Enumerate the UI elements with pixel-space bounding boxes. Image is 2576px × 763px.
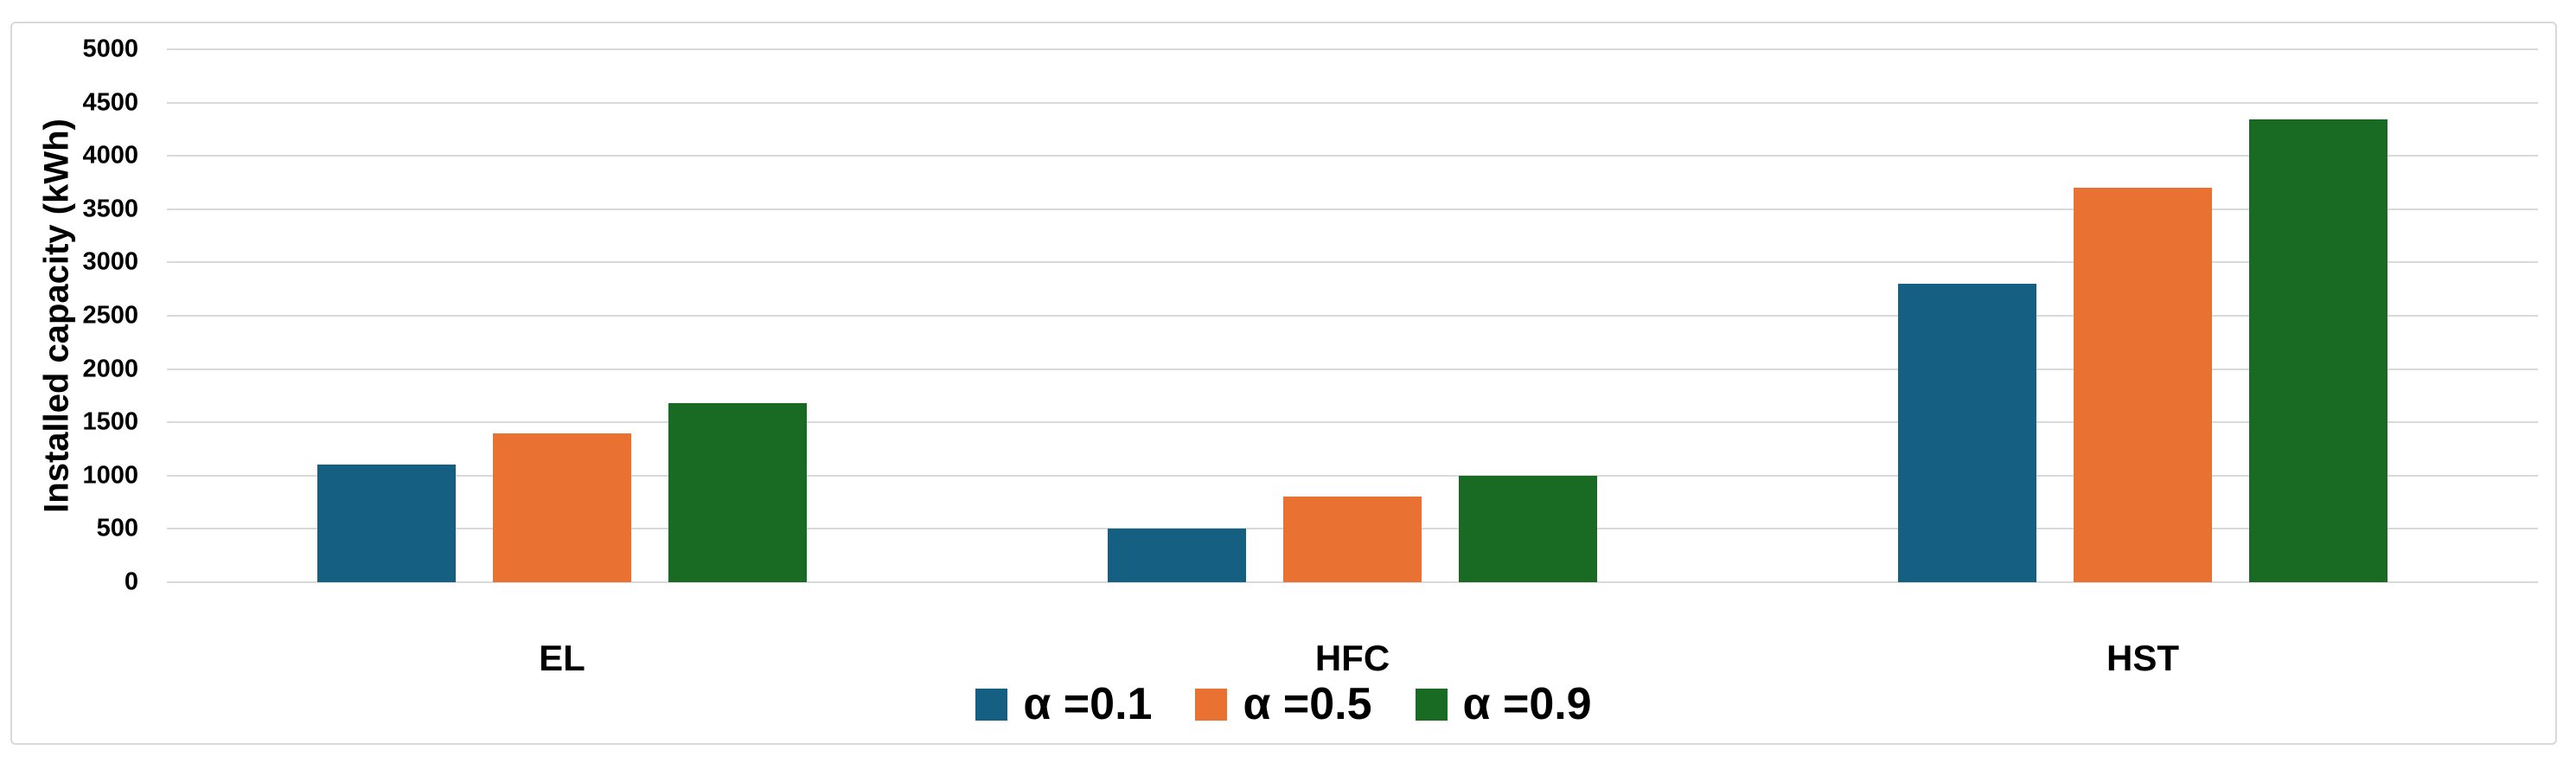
bar-hfc-α=0.9	[1459, 475, 1597, 582]
y-tick-label: 2500	[82, 301, 138, 330]
legend-swatch	[1415, 688, 1448, 721]
y-tick-label: 4500	[82, 88, 138, 117]
bar-hfc-α=0.5	[1283, 497, 1422, 582]
gridline	[167, 48, 2538, 50]
y-tick-label: 3500	[82, 195, 138, 223]
x-axis-category-labels: EL HFC HST	[167, 640, 2538, 683]
legend-label: α =0.9	[1462, 679, 1592, 729]
bar-hfc-α=0.1	[1108, 529, 1246, 582]
y-tick-label: 4000	[82, 141, 138, 170]
y-tick-label: 1500	[82, 407, 138, 436]
bar-el-α=0.5	[493, 433, 631, 582]
gridline	[167, 101, 2538, 104]
bar-el-α=0.9	[668, 403, 807, 582]
legend-item: α =0.9	[1415, 679, 1592, 729]
category-label-hst: HST	[2106, 638, 2179, 678]
category-label-el: EL	[539, 638, 585, 678]
gridline	[167, 474, 2538, 477]
chart-frame: Installed capacity (kWh) 0 500 1000 1500 200…	[10, 22, 2557, 745]
y-tick-label: 2000	[82, 355, 138, 383]
plot-area	[167, 48, 2538, 583]
gridline	[167, 155, 2538, 157]
bar-el-α=0.1	[317, 465, 456, 582]
legend-swatch	[1195, 688, 1228, 721]
legend-label: α =0.5	[1243, 679, 1372, 729]
gridline	[167, 208, 2538, 210]
gridline	[167, 581, 2538, 583]
gridline	[167, 368, 2538, 370]
y-tick-label: 0	[124, 567, 138, 596]
legend-label: α =0.1	[1023, 679, 1153, 729]
y-axis-tick-labels: 0 500 1000 1500 2000 2500 3000 3500 4000 4500 5000	[12, 35, 138, 596]
gridline	[167, 261, 2538, 264]
y-tick-label: 500	[96, 514, 138, 542]
y-tick-label: 5000	[82, 35, 138, 63]
legend-item: α =0.1	[975, 682, 1152, 727]
legend: α =0.1 α =0.5 α =0.9	[12, 677, 2555, 731]
category-label-hfc: HFC	[1314, 638, 1390, 678]
y-tick-label: 3000	[82, 247, 138, 276]
legend-swatch	[975, 688, 1008, 721]
bar-hst-α=0.5	[2074, 188, 2212, 582]
y-tick-label: 1000	[82, 461, 138, 490]
bar-hst-α=0.9	[2249, 119, 2387, 582]
gridline	[167, 315, 2538, 317]
legend-item: α =0.5	[1195, 679, 1372, 729]
bar-hst-α=0.1	[1898, 284, 2036, 582]
gridline	[167, 421, 2538, 424]
